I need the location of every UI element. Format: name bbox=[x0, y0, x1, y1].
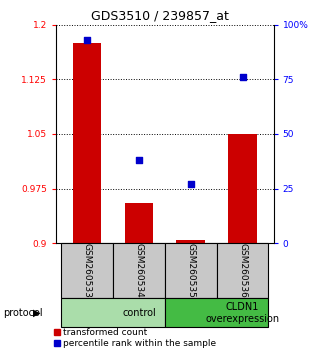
Text: control: control bbox=[122, 308, 156, 318]
Bar bbox=[165, 298, 268, 327]
Legend: transformed count, percentile rank within the sample: transformed count, percentile rank withi… bbox=[54, 328, 216, 348]
Text: ▶: ▶ bbox=[33, 308, 41, 318]
Bar bbox=[61, 298, 165, 327]
Point bbox=[84, 37, 90, 43]
Bar bbox=[61, 243, 113, 298]
Point bbox=[240, 74, 245, 80]
Text: protocol: protocol bbox=[3, 308, 43, 318]
Bar bbox=[217, 243, 268, 298]
Bar bbox=[165, 243, 217, 298]
Text: GSM260536: GSM260536 bbox=[238, 243, 247, 298]
Bar bbox=[73, 43, 101, 243]
Point bbox=[188, 181, 193, 187]
Text: GDS3510 / 239857_at: GDS3510 / 239857_at bbox=[91, 9, 229, 22]
Text: CLDN1
overexpression: CLDN1 overexpression bbox=[205, 302, 280, 324]
Point bbox=[136, 158, 141, 163]
Bar bbox=[228, 134, 257, 243]
Bar bbox=[125, 203, 153, 243]
Text: GSM260533: GSM260533 bbox=[83, 243, 92, 298]
Bar bbox=[113, 243, 165, 298]
Bar bbox=[176, 240, 205, 243]
Text: GSM260534: GSM260534 bbox=[134, 243, 143, 298]
Text: GSM260535: GSM260535 bbox=[186, 243, 195, 298]
